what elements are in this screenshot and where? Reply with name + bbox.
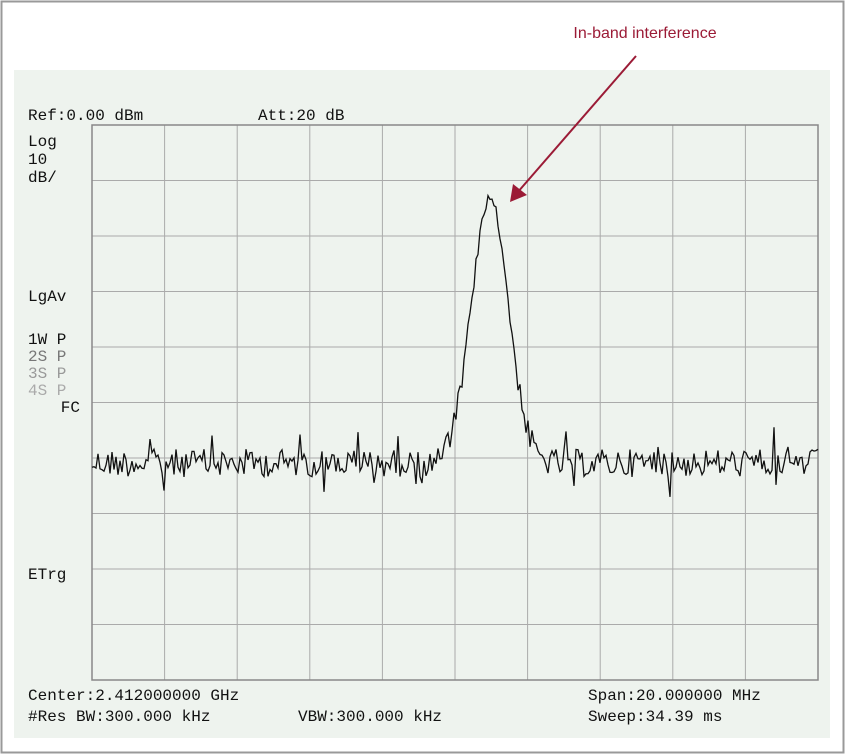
side-label: 10 [28,151,47,169]
display-panel [14,70,830,738]
grid [92,125,818,680]
center-frequency: Center:2.412000000 GHz [28,687,239,705]
annotation-arrow [516,55,637,194]
side-label: 2S P [28,348,66,366]
resolution-bandwidth: #Res BW:300.000 kHz [28,708,210,726]
side-label: 4S P [28,382,66,400]
side-label: Log [28,133,57,151]
side-label: LgAv [28,288,67,306]
attenuation: Att:20 dB [258,107,344,125]
side-label: FC [61,399,80,417]
span: Span:20.000000 MHz [588,687,761,705]
sweep-time: Sweep:34.39 ms [588,708,722,726]
arrow-head [510,184,527,202]
side-label: dB/ [28,169,57,187]
side-label: ETrg [28,566,66,584]
plot-border [91,124,819,681]
side-label: 1W P [28,331,66,349]
annotation: In-band interference [573,25,716,42]
ref-level: Ref:0.00 dBm [28,107,143,125]
video-bandwidth: VBW:300.000 kHz [298,708,442,726]
trace [91,193,819,497]
side-label: 3S P [28,365,66,383]
